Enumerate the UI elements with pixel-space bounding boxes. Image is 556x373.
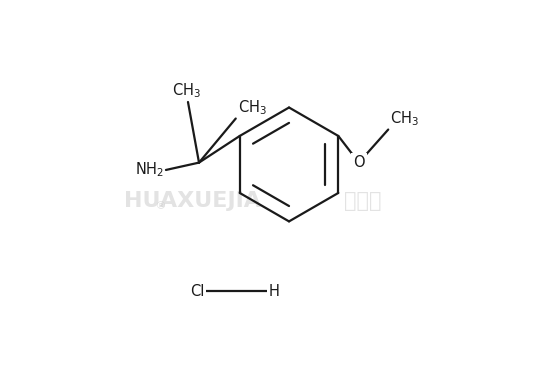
Text: CH$_3$: CH$_3$ (172, 81, 201, 100)
Text: CH$_3$: CH$_3$ (390, 109, 419, 128)
Text: CH$_3$: CH$_3$ (237, 98, 266, 117)
Text: 化学加: 化学加 (344, 191, 381, 211)
Text: Cl: Cl (190, 284, 205, 299)
Text: HUAXUEJIA: HUAXUEJIA (123, 191, 261, 211)
Text: O: O (353, 155, 365, 170)
Text: H: H (269, 284, 280, 299)
Text: NH$_2$: NH$_2$ (135, 161, 163, 179)
Text: ®: ® (123, 201, 166, 211)
